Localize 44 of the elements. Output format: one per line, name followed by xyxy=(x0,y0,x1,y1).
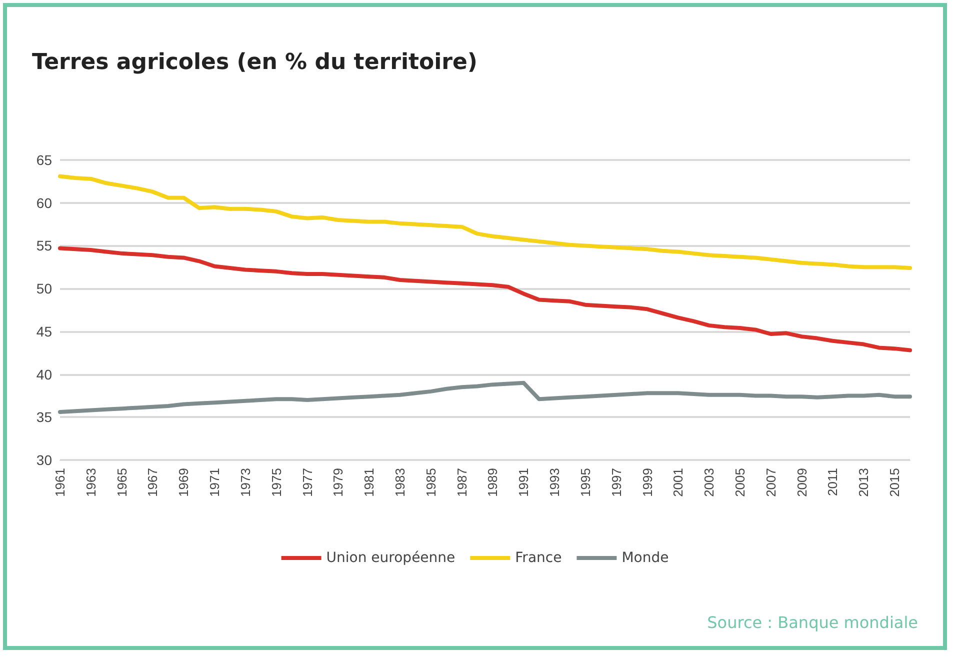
x-tick-label: 1993 xyxy=(547,468,562,497)
y-tick-label: 55 xyxy=(36,238,52,254)
x-tick-label: 1965 xyxy=(114,468,130,497)
x-tick-label: 1983 xyxy=(392,468,408,497)
legend-label: Union européenne xyxy=(326,550,456,566)
y-tick-label: 60 xyxy=(36,194,52,211)
x-tick-label: 1989 xyxy=(485,468,500,497)
x-tick-label: 1971 xyxy=(207,468,222,497)
x-tick-label: 1963 xyxy=(83,468,98,497)
y-tick-label: 35 xyxy=(36,409,52,426)
x-tick-label: 1973 xyxy=(238,468,253,497)
x-tick-label: 2003 xyxy=(702,468,717,497)
x-tick-label: 1995 xyxy=(578,468,593,497)
x-tick-label: 1985 xyxy=(423,468,438,497)
x-tick-label: 1991 xyxy=(516,468,532,497)
x-tick-label: 1979 xyxy=(330,468,346,497)
x-tick-label: 1987 xyxy=(454,468,470,497)
x-tick-label: 2013 xyxy=(856,468,872,497)
line-series xyxy=(58,380,912,414)
y-tick-label: 45 xyxy=(36,323,52,340)
legend-label: France xyxy=(515,550,562,566)
x-tick-label: 1967 xyxy=(145,468,160,497)
x-tick-label: 1977 xyxy=(300,468,315,497)
line-series xyxy=(58,246,912,352)
y-tick-label: 30 xyxy=(36,452,52,468)
x-tick-label: 2009 xyxy=(794,468,810,497)
x-tick-label: 1997 xyxy=(608,468,624,497)
x-tick-label: 2007 xyxy=(763,468,778,497)
x-tick-label: 1999 xyxy=(640,468,655,497)
y-tick-label: 65 xyxy=(36,152,52,168)
y-tick-label: 50 xyxy=(36,280,52,297)
chart-title: Terres agricoles (en % du territoire) xyxy=(32,50,478,75)
x-tick-label: 1975 xyxy=(268,468,284,497)
x-tick-label: 2015 xyxy=(887,468,902,497)
x-tick-label: 1961 xyxy=(52,468,68,497)
x-tick-label: 2005 xyxy=(732,468,748,497)
line-series xyxy=(58,174,912,270)
x-tick-label: 2001 xyxy=(670,468,686,497)
x-tick-label: 1969 xyxy=(176,468,192,497)
legend-label: Monde xyxy=(622,550,669,566)
x-tick-label: 1981 xyxy=(362,468,377,497)
x-tick-label: 2011 xyxy=(825,468,840,496)
y-tick-label: 40 xyxy=(36,366,52,382)
source-note: Source : Banque mondiale xyxy=(707,613,918,632)
